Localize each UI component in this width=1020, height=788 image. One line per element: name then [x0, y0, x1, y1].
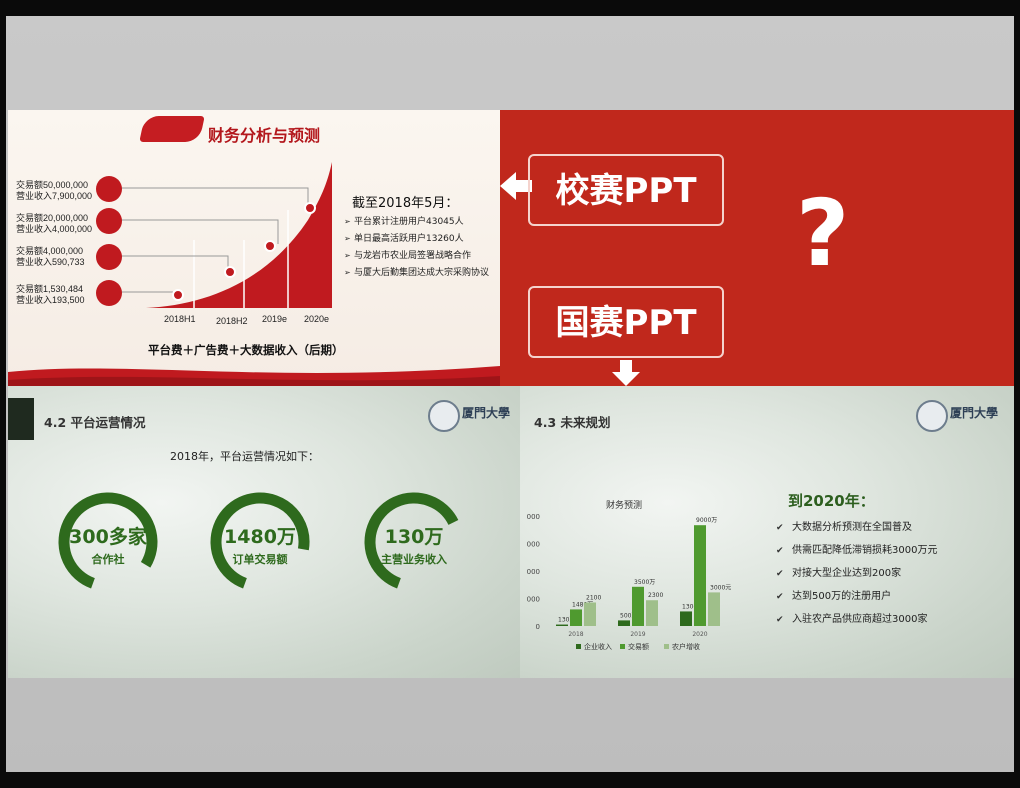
university-seal-icon [916, 400, 948, 432]
bar-data-label: 1300万 [682, 603, 703, 610]
list-item: 平台累计注册用户43045人 [344, 216, 494, 228]
university-seal-icon [428, 400, 460, 432]
goal-heading: 到2020年： [788, 492, 875, 510]
question-mark: ? [796, 180, 850, 287]
title-accent-bar [8, 398, 34, 440]
milestone-dot [96, 244, 122, 270]
legend-label: 交易额 [628, 642, 649, 651]
stat-ring [58, 492, 158, 592]
milestone-label: 交易额4,000,000 营业收入590,733 [16, 246, 85, 267]
milestone-dot [96, 176, 122, 202]
slide-title: 4.3 未来规划 [534, 415, 611, 430]
bar-2018-2 [584, 602, 596, 626]
bar-data-label: 130万 [558, 617, 575, 624]
legend-swatch [620, 644, 625, 649]
list-item: 与龙岩市农业局签署战略合作 [344, 250, 494, 262]
future-plan-slide: 4.3 未来规划 厦門大學 财务预测 0 000 000 000 000 130万 1480… [520, 386, 1014, 678]
x-tick-label: 2020 [692, 631, 707, 638]
finance-bar-chart: 0000000000000130万1480万21002018500万3500万2… [527, 513, 732, 651]
bar-2018-0 [556, 624, 568, 626]
list-item: 供需匹配降低滞销损耗3000万元 [776, 545, 937, 557]
x-axis-label: 2019e [262, 314, 288, 324]
milestone-label: 交易额20,000,000 营业收入4,000,000 [16, 213, 93, 234]
y-tick-label: 000 [527, 541, 540, 549]
y-tick-label: 000 [527, 568, 540, 576]
finance-slide: 财务分析与预测 交易额50,000,000 营业收入7,900,000 交易额20… [8, 110, 500, 386]
list-item: 入驻农产品供应商超过3000家 [776, 614, 937, 626]
operations-slide: 4.2 平台运营情况 厦門大學 2018年，平台运营情况如下： 300多家 合作社… [8, 386, 520, 678]
bar-2020-0 [680, 611, 692, 626]
y-tick-label: 000 [527, 596, 540, 604]
x-tick-label: 2018 [568, 631, 583, 638]
y-tick-label: 0 [536, 623, 540, 631]
y-tick-label: 000 [527, 513, 540, 521]
question-panel: 校赛PPT 国赛PPT ? [500, 110, 1014, 386]
x-axis-label: 2018H1 [164, 314, 196, 324]
bar-data-label: 2100 [586, 594, 601, 601]
list-item: 对接大型企业达到200家 [776, 568, 937, 580]
stat-order-volume: 1480万 订单交易额 [224, 526, 296, 566]
list-item: 单日最高活跃用户13260人 [344, 233, 494, 245]
achievement-list: 平台累计注册用户43045人 单日最高活跃用户13260人 与龙岩市农业局签署战… [344, 216, 494, 284]
university-logo-text: 厦門大學 [950, 406, 999, 420]
milestone-label: 交易额1,530,484 营业收入193,500 [16, 284, 85, 305]
status-heading: 截至2018年5月： [352, 196, 459, 211]
bar-data-label: 3000元 [710, 584, 731, 591]
bar-2019-1 [632, 586, 644, 626]
legend-swatch [664, 644, 669, 649]
milestone-dot [96, 208, 122, 234]
revenue-formula: 平台费＋广告费＋大数据收入（后期） [148, 343, 344, 357]
intro-text: 2018年，平台运营情况如下： [170, 450, 319, 463]
bar-data-label: 500万 [620, 612, 637, 619]
x-axis-label: 2018H2 [216, 316, 248, 326]
goal-list: 大数据分析预测在全国普及 供需匹配降低滞销损耗3000万元 对接大型企业达到20… [776, 522, 937, 637]
legend-label: 农户增收 [672, 642, 700, 651]
national-ppt-box: 国赛PPT [528, 286, 724, 358]
slide-title: 4.2 平台运营情况 [44, 415, 146, 430]
bar-2020-1 [694, 525, 706, 626]
stat-cooperatives: 300多家 合作社 [69, 526, 147, 566]
arrow-left-icon [500, 172, 532, 200]
stat-revenue: 130万 主营业务收入 [381, 526, 447, 566]
legend-label: 企业收入 [584, 642, 612, 651]
slide-title: 财务分析与预测 [208, 126, 321, 145]
bar-data-label: 1480万 [572, 601, 593, 608]
bar-data-label: 3500万 [634, 579, 655, 586]
red-wave-decoration [8, 366, 500, 386]
x-axis-label: 2020e [304, 314, 330, 324]
list-item: 与厦大后勤集团达成大宗采购协议 [344, 267, 494, 279]
bar-data-label: 9000万 [696, 517, 717, 524]
legend-swatch [576, 644, 581, 649]
school-ppt-box: 校赛PPT [528, 154, 724, 226]
bar-data-label: 2300 [648, 592, 663, 599]
chart-title: 财务预测 [606, 501, 643, 511]
bar-2020-2 [708, 592, 720, 626]
arrow-down-icon [612, 360, 640, 386]
list-item: 大数据分析预测在全国普及 [776, 522, 937, 534]
bar-2019-2 [646, 600, 658, 626]
growth-chart [114, 162, 332, 308]
milestone-dot [96, 280, 122, 306]
university-logo-text: 厦門大學 [462, 406, 511, 420]
x-tick-label: 2019 [630, 631, 645, 638]
list-item: 达到500万的注册用户 [776, 591, 937, 603]
stat-ring [364, 492, 464, 592]
bar-2018-1 [570, 609, 582, 626]
stat-ring [210, 492, 310, 592]
milestone-label: 交易额50,000,000 营业收入7,900,000 [16, 180, 93, 201]
bar-2019-0 [618, 620, 630, 626]
